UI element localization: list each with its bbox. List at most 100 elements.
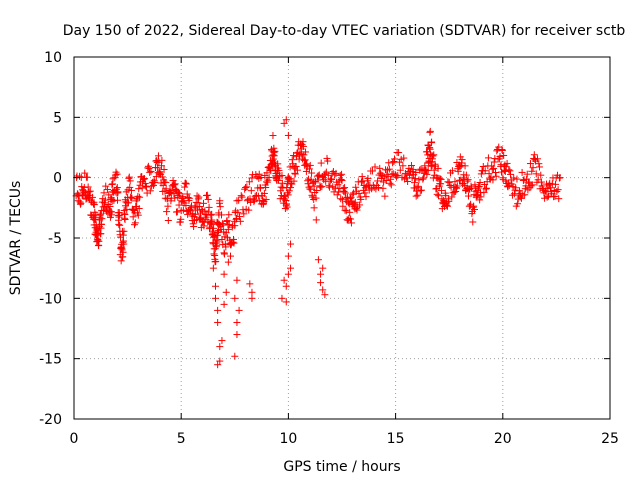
data-point: [356, 201, 364, 209]
data-point: [532, 170, 540, 178]
data-point: [343, 216, 351, 224]
data-point: [108, 180, 116, 188]
data-point: [292, 163, 300, 171]
data-point: [262, 196, 270, 204]
x-tick-label: 10: [279, 431, 297, 447]
data-point: [490, 164, 498, 172]
data-point: [317, 159, 325, 167]
data-point: [126, 183, 134, 191]
data-point: [371, 163, 379, 171]
data-point: [214, 231, 222, 239]
data-point: [97, 210, 105, 218]
data-point: [85, 188, 93, 196]
x-axis-ticks: 0 5 10 15 20 25: [70, 57, 619, 447]
data-point: [534, 155, 542, 163]
data-point: [245, 206, 253, 214]
data-point: [383, 166, 391, 174]
data-point: [210, 232, 218, 240]
data-point: [248, 294, 256, 302]
data-point: [81, 169, 89, 177]
data-point: [154, 152, 162, 160]
data-point: [529, 164, 537, 172]
data-point: [353, 206, 361, 214]
data-point: [412, 169, 420, 177]
data-point: [182, 180, 190, 188]
data-point: [287, 240, 295, 248]
data-point: [395, 149, 403, 157]
data-point: [444, 178, 452, 186]
data-point: [416, 187, 424, 195]
data-point: [257, 173, 265, 181]
data-point: [433, 190, 441, 198]
data-point: [225, 211, 233, 219]
data-point: [248, 174, 256, 182]
data-point: [119, 231, 127, 239]
data-point: [528, 167, 536, 175]
data-point: [364, 174, 372, 182]
data-point: [324, 157, 332, 165]
data-point: [103, 186, 111, 194]
data-point: [246, 280, 254, 288]
data-point: [275, 176, 283, 184]
data-point: [234, 209, 242, 217]
data-point: [317, 183, 325, 191]
data-point: [151, 178, 159, 186]
data-point: [131, 219, 139, 227]
data-point: [158, 173, 166, 181]
data-point: [284, 270, 292, 278]
data-point: [278, 172, 286, 180]
data-point: [337, 195, 345, 203]
data-point: [381, 192, 389, 200]
data-point: [218, 220, 226, 228]
data-point: [437, 187, 445, 195]
data-point: [152, 173, 160, 181]
grid-lines: [74, 57, 610, 419]
data-point: [127, 186, 135, 194]
data-point: [235, 306, 243, 314]
y-tick-label: -5: [48, 231, 62, 247]
data-point: [368, 167, 376, 175]
data-point: [271, 147, 279, 155]
data-point: [84, 183, 92, 191]
data-point: [518, 168, 526, 176]
data-point: [387, 175, 395, 183]
data-point: [90, 201, 98, 209]
data-point: [481, 167, 489, 175]
data-point: [255, 170, 263, 178]
data-point: [537, 171, 545, 179]
data-point: [285, 175, 293, 183]
data-point: [233, 331, 241, 339]
data-point: [199, 199, 207, 207]
data-point: [464, 192, 472, 200]
data-point: [327, 175, 335, 183]
data-point: [191, 210, 199, 218]
data-point: [135, 205, 143, 213]
data-point: [282, 116, 290, 124]
data-point: [476, 179, 484, 187]
data-point: [74, 190, 82, 198]
data-point: [483, 184, 491, 192]
data-point: [125, 173, 133, 181]
data-point: [183, 190, 191, 198]
data-point: [530, 151, 538, 159]
data-point: [83, 173, 91, 181]
data-point: [267, 167, 275, 175]
data-point: [317, 279, 325, 287]
data-point: [512, 184, 520, 192]
data-point: [142, 183, 150, 191]
data-point: [95, 237, 103, 245]
data-point: [175, 201, 183, 209]
data-point: [324, 171, 332, 179]
data-point: [233, 276, 241, 284]
data-point: [121, 215, 129, 223]
data-point: [293, 166, 301, 174]
data-point: [492, 168, 500, 176]
data-point: [287, 264, 295, 272]
data-point: [237, 192, 245, 200]
data-point: [146, 168, 154, 176]
data-point: [139, 175, 147, 183]
data-point: [220, 270, 228, 278]
data-point: [224, 258, 232, 266]
data-point: [175, 190, 183, 198]
data-point: [231, 222, 239, 230]
